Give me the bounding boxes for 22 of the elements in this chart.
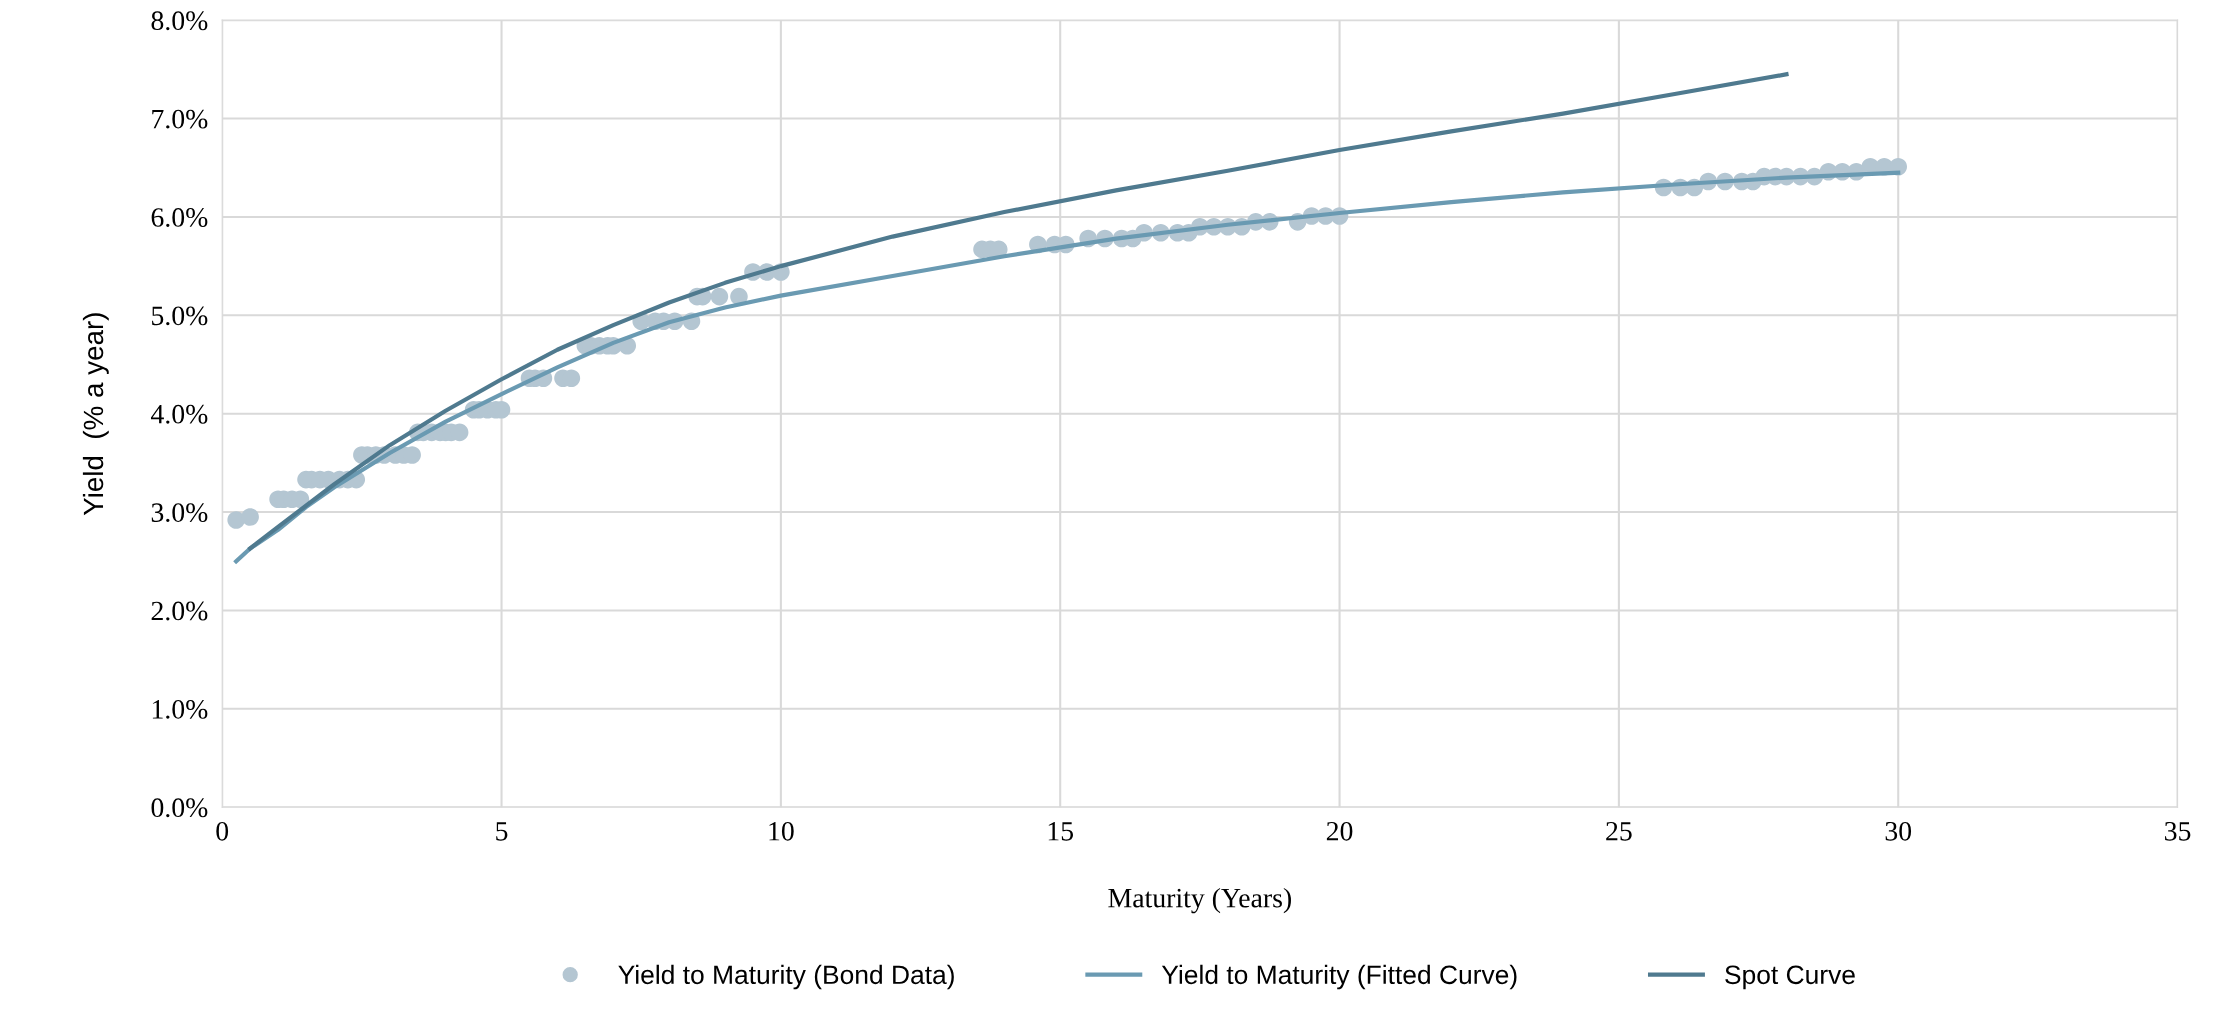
y-tick-label: 8.0% bbox=[151, 11, 208, 31]
x-tick-label: 5 bbox=[496, 822, 508, 841]
legend-label: Spot Curve bbox=[1725, 965, 1855, 990]
x-tick-label: 25 bbox=[1606, 821, 1632, 841]
x-tick-label: 30 bbox=[1885, 821, 1912, 841]
y-tick-label: 3.0% bbox=[151, 503, 208, 523]
legend-label: Yield to Maturity (Fitted Curve) bbox=[1161, 964, 1517, 990]
y-tick-label: 6.0% bbox=[151, 208, 208, 227]
y-axis-title: Yield (% a year) bbox=[82, 313, 109, 516]
y-tick-label: 2.0% bbox=[151, 601, 208, 621]
y-tick-label: 1.0% bbox=[152, 699, 208, 719]
x-tick-label: 35 bbox=[2165, 821, 2191, 841]
x-axis-title: Maturity (Years) bbox=[1108, 887, 1291, 914]
x-tick-label: 15 bbox=[1048, 822, 1074, 841]
y-tick-label: 4.0% bbox=[150, 404, 208, 424]
x-tick-label: 0 bbox=[216, 821, 229, 841]
y-tick-label: 0.0% bbox=[151, 798, 208, 818]
x-tick-label: 10 bbox=[769, 821, 794, 841]
legend-label: Yield to Maturity (Bond Data) bbox=[618, 964, 954, 990]
y-tick-label: 7.0% bbox=[152, 109, 208, 129]
y-tick-label: 5.0% bbox=[152, 306, 208, 326]
x-tick-label: 20 bbox=[1326, 821, 1353, 841]
